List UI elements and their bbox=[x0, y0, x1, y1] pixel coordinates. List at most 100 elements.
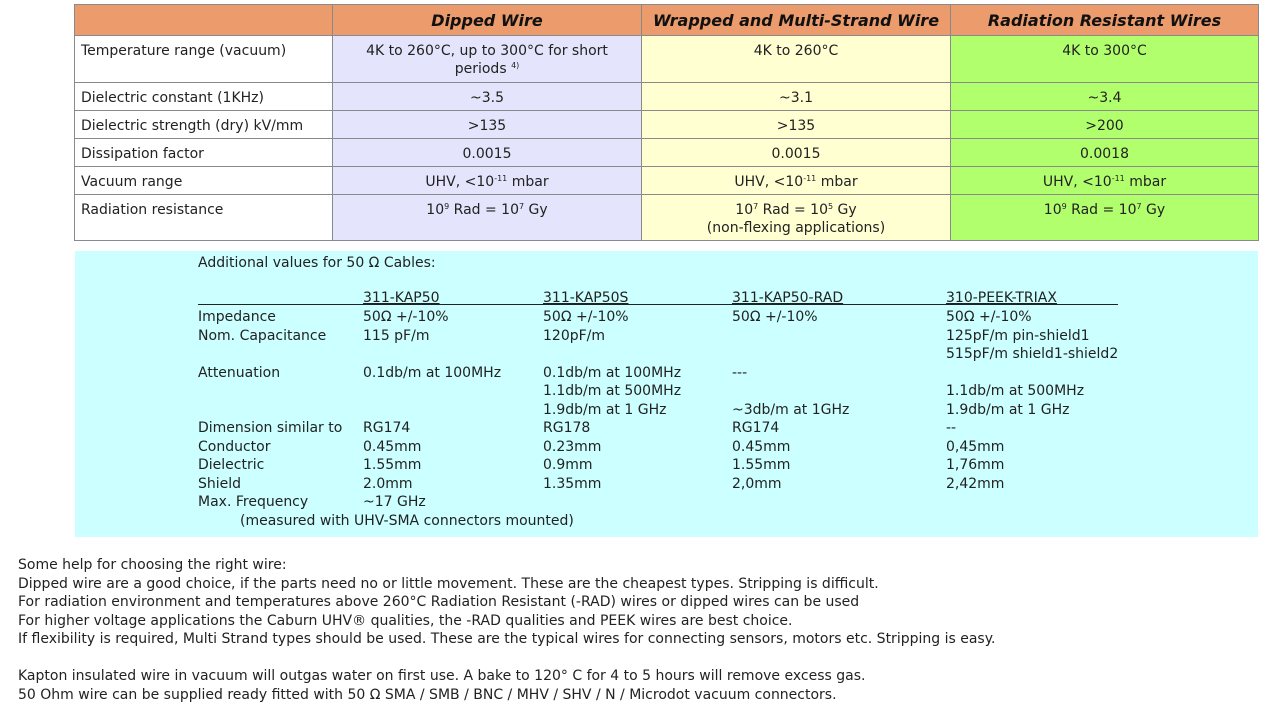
table-cell: >135 bbox=[641, 110, 951, 139]
superscript: 5 bbox=[828, 202, 834, 211]
help-line: Dipped wire are a good choice, if the pa… bbox=[18, 575, 879, 592]
row-label: Dielectric strength (dry) kV/mm bbox=[74, 110, 333, 139]
table-cell: UHV, <10-11 mbar bbox=[641, 166, 951, 195]
table-row: Dissipation factor 0.0015 0.0015 0.0018 bbox=[74, 138, 1259, 167]
table-cell: ~3.4 bbox=[950, 82, 1259, 111]
cable-value: 2.0mm bbox=[363, 475, 413, 492]
cable-value: 1.55mm bbox=[732, 457, 791, 473]
superscript: -11 bbox=[803, 174, 817, 183]
table-row: Dielectric strength (dry) kV/mm >135 >135 >… bbox=[74, 110, 1259, 139]
header-radiation-resistant: Radiation Resistant Wires bbox=[950, 4, 1259, 36]
help-line: Some help for choosing the right wire: bbox=[18, 557, 287, 573]
superscript: 9 bbox=[444, 202, 450, 211]
cable-value: RG174 bbox=[363, 420, 411, 436]
superscript: 9 bbox=[1061, 202, 1067, 211]
table-header-row: Dipped Wire Wrapped and Multi-Strand Wir… bbox=[74, 4, 1259, 36]
cable-value: ~3db/m at 1GHz bbox=[732, 401, 850, 418]
row-label: Radiation resistance bbox=[74, 194, 333, 241]
superscript: 7 bbox=[519, 202, 525, 211]
measurement-note: (measured with UHV-SMA connectors mounte… bbox=[240, 512, 574, 529]
header-blank bbox=[74, 4, 333, 36]
help-line: For higher voltage applications the Cabu… bbox=[18, 612, 793, 629]
column-header: 311-KAP50 bbox=[363, 290, 440, 306]
cable-value: 0.23mm bbox=[543, 438, 602, 455]
cable-value: --- bbox=[732, 364, 748, 381]
header-dipped-wire: Dipped Wire bbox=[332, 4, 642, 36]
cable-value: 120pF/m bbox=[543, 327, 606, 344]
cable-value: 1.9db/m at 1 GHz bbox=[946, 401, 1070, 418]
help-line: Kapton insulated wire in vacuum will out… bbox=[18, 668, 866, 684]
table-cell: >200 bbox=[950, 110, 1259, 139]
table-cell: 0.0015 bbox=[332, 138, 642, 167]
cable-value: RG178 bbox=[543, 420, 591, 436]
row-label: Shield bbox=[198, 475, 242, 492]
row-label: Impedance bbox=[198, 309, 276, 325]
table-cell: ~3.5 bbox=[332, 82, 642, 111]
cable-value: ~17 GHz bbox=[363, 494, 426, 510]
table-cell: ~3.1 bbox=[641, 82, 951, 111]
cable-value: 1.1db/m at 500MHz bbox=[543, 383, 682, 399]
wire-comparison-table: Dipped Wire Wrapped and Multi-Strand Wir… bbox=[74, 4, 1259, 241]
row-label: Dielectric constant (1KHz) bbox=[74, 82, 333, 111]
cable-value: 125pF/m pin-shield1 bbox=[946, 327, 1090, 344]
table-cell: 4K to 300°C bbox=[950, 35, 1259, 83]
cable-value: 2,0mm bbox=[732, 475, 782, 492]
help-text: Some help for choosing the right wire: Di… bbox=[18, 556, 995, 704]
column-header: 310-PEEK-TRIAX bbox=[946, 290, 1057, 306]
row-label: Vacuum range bbox=[74, 166, 333, 195]
superscript: 7 bbox=[1136, 202, 1142, 211]
table-row: Vacuum range UHV, <10-11 mbar UHV, <10-11 … bbox=[74, 166, 1259, 195]
table-cell: 109 Rad = 107 Gy bbox=[950, 194, 1259, 241]
cable-value: 50Ω +/-10% bbox=[543, 309, 629, 325]
cable-value: 2,42mm bbox=[946, 475, 1005, 492]
superscript: -11 bbox=[1111, 174, 1125, 183]
cable-value: 50Ω +/-10% bbox=[946, 309, 1032, 325]
header-rule bbox=[198, 304, 1118, 305]
column-header: 311-KAP50S bbox=[543, 290, 629, 306]
row-label: Temperature range (vacuum) bbox=[74, 35, 333, 83]
cable-value: 1.55mm bbox=[363, 457, 422, 473]
superscript: -11 bbox=[494, 174, 508, 183]
help-line: If flexibility is required, Multi Strand… bbox=[18, 631, 996, 647]
table-cell: 109 Rad = 107 Gy bbox=[332, 194, 642, 241]
row-label: Attenuation bbox=[198, 364, 281, 381]
help-line: For radiation environment and temperatur… bbox=[18, 594, 860, 610]
cable-value: 0.45mm bbox=[363, 438, 422, 455]
cable-value: 0.1db/m at 100MHz bbox=[543, 364, 682, 381]
cable-value: 0.9mm bbox=[543, 457, 593, 473]
help-line bbox=[18, 649, 995, 668]
table-cell: 4K to 260°C bbox=[641, 35, 951, 83]
table-cell: UHV, <10-11 mbar bbox=[332, 166, 642, 195]
table-cell: >135 bbox=[332, 110, 642, 139]
cable-value: -- bbox=[946, 420, 957, 436]
cables-title: Additional values for 50 Ω Cables: bbox=[198, 255, 436, 271]
cable-value: 115 pF/m bbox=[363, 327, 430, 344]
cable-value: 50Ω +/-10% bbox=[363, 309, 449, 325]
cable-values-panel: Additional values for 50 Ω Cables: 311-K… bbox=[75, 251, 1258, 537]
table-cell: 0.0018 bbox=[950, 138, 1259, 167]
cable-value: 515pF/m shield1-shield2 bbox=[946, 346, 1119, 362]
cable-value: 0.1db/m at 100MHz bbox=[363, 364, 502, 381]
table-cell: 0.0015 bbox=[641, 138, 951, 167]
cable-value: 1.35mm bbox=[543, 475, 602, 492]
column-header: 311-KAP50-RAD bbox=[732, 290, 844, 306]
superscript: 4) bbox=[511, 61, 520, 70]
row-label: Dissipation factor bbox=[74, 138, 333, 167]
cable-value: RG174 bbox=[732, 420, 780, 436]
table-row: Dielectric constant (1KHz) ~3.5 ~3.1 ~3.4 bbox=[74, 82, 1259, 111]
cable-value: 0,45mm bbox=[946, 438, 1005, 455]
cable-value: 0.45mm bbox=[732, 438, 791, 455]
help-line: 50 Ohm wire can be supplied ready fitted… bbox=[18, 686, 837, 703]
header-wrapped-wire: Wrapped and Multi-Strand Wire bbox=[641, 4, 951, 36]
row-label: Nom. Capacitance bbox=[198, 327, 327, 344]
table-row: Radiation resistance 109 Rad = 107 Gy 107 … bbox=[74, 194, 1259, 241]
table-cell: 107 Rad = 105 Gy (non-flexing application… bbox=[641, 194, 951, 241]
row-label: Conductor bbox=[198, 438, 271, 455]
superscript: 7 bbox=[753, 202, 759, 211]
table-row: Temperature range (vacuum) 4K to 260°C, u… bbox=[74, 35, 1259, 83]
cable-value: 50Ω +/-10% bbox=[732, 309, 818, 325]
table-cell: UHV, <10-11 mbar bbox=[950, 166, 1259, 195]
cable-value: 1.9db/m at 1 GHz bbox=[543, 401, 667, 418]
row-label: Dielectric bbox=[198, 457, 265, 473]
cable-value: 1,76mm bbox=[946, 457, 1005, 473]
